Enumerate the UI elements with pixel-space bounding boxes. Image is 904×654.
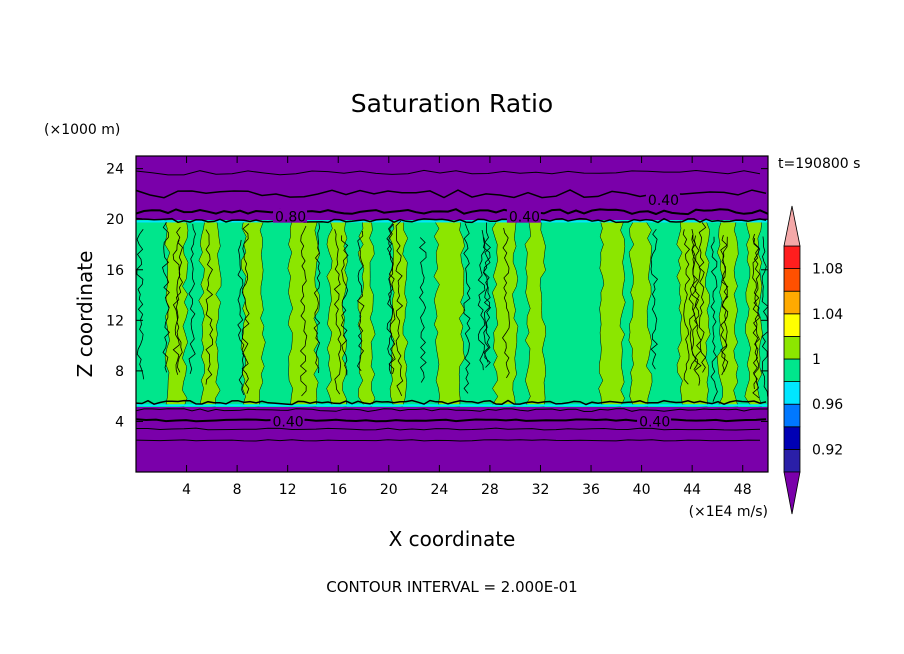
x-tick-label: 44: [683, 482, 701, 498]
contour-strand: [162, 222, 170, 373]
contour-strand: [313, 222, 321, 374]
contour-line: [136, 217, 767, 224]
colorbar-over-arrow: [783, 205, 801, 247]
colorbar-segment: [783, 313, 801, 337]
x-tick-label: 28: [481, 482, 499, 498]
contour-strand: [650, 228, 659, 370]
contour-interval-note: CONTOUR INTERVAL = 2.000E-01: [326, 578, 577, 596]
contour-strand: [482, 222, 491, 368]
y-tick-label: 16: [106, 263, 124, 279]
contour-label: 0.40: [509, 210, 540, 226]
contour-strand: [688, 229, 697, 370]
x-tick-label: 16: [329, 482, 347, 498]
y-axis-label: Z coordinate: [73, 251, 97, 378]
x-tick-label: 48: [734, 482, 752, 498]
contour-strand: [682, 229, 691, 385]
contour-line: [136, 169, 761, 176]
colorbar-under-arrow: [783, 471, 801, 515]
colorbar: 0.92 0.96 1 1.04 1.08: [783, 205, 843, 515]
x-tick-label: 32: [532, 482, 550, 498]
x-tick-label: 20: [380, 482, 398, 498]
contour-label: 0.40: [648, 193, 679, 209]
contour-line: [136, 208, 768, 216]
x-tick-label: 36: [582, 482, 600, 498]
plot-area: [136, 156, 768, 472]
contour-strand: [502, 227, 510, 379]
contour-line: [136, 427, 761, 431]
colorbar-segment: [783, 290, 801, 315]
colorbar-segment: [783, 335, 801, 360]
contour-strand: [172, 239, 181, 375]
x-units: (×1E4 m/s): [689, 504, 768, 520]
contour-strand: [752, 233, 761, 390]
contour-line: [136, 439, 761, 442]
y-units: (×1000 m): [44, 122, 120, 138]
contour-strand: [175, 227, 183, 373]
plot-frame: [135, 155, 769, 473]
time-label: t=190800 s: [778, 156, 860, 172]
y-tick-label: 20: [106, 212, 124, 228]
colorbar-tick-label: 0.96: [812, 397, 843, 413]
contour-strand: [720, 234, 728, 376]
contour-label: 0.80: [275, 210, 306, 226]
colorbar-segment: [783, 381, 801, 405]
contour-strand: [136, 229, 145, 380]
saturation-stripe: [240, 220, 266, 407]
contour-strand: [356, 230, 365, 372]
contour-label: 0.40: [639, 414, 670, 430]
contour-strand: [418, 237, 427, 383]
contour-strand: [752, 237, 760, 399]
contour-strand: [477, 230, 486, 371]
contour-label: 0.40: [273, 414, 304, 430]
y-tick-label: 8: [115, 364, 124, 380]
colorbar-tick-label: 1.08: [812, 262, 843, 278]
contour-strand: [205, 229, 214, 385]
colorbar-tick-label: 1: [812, 352, 821, 368]
x-tick-label: 8: [233, 482, 242, 498]
saturation-stripe: [676, 220, 711, 407]
contour-strand: [241, 223, 250, 394]
contour-strand: [333, 229, 342, 395]
y-tick-label: 4: [115, 414, 124, 430]
band-lower-edge: [136, 404, 768, 407]
y-tick-label: 12: [106, 313, 124, 329]
contour-strand: [463, 223, 471, 394]
x-tick-label: 4: [182, 482, 191, 498]
contour-strand: [691, 234, 699, 371]
colorbar-segment: [783, 358, 801, 383]
colorbar-segment: [783, 448, 801, 473]
colorbar-segment: [783, 426, 801, 450]
contour-strand: [340, 235, 349, 376]
contour-strand: [188, 223, 196, 375]
contour-strand: [395, 220, 404, 397]
x-tick-label: 12: [279, 482, 297, 498]
colorbar-tick-label: 1.04: [812, 307, 843, 323]
colorbar-segment: [783, 245, 801, 270]
colorbar-segment: [783, 268, 801, 292]
x-tick-label: 24: [430, 482, 448, 498]
contour-strand: [388, 223, 396, 375]
y-tick-label: 24: [106, 162, 124, 178]
colorbar-segment: [783, 403, 801, 428]
colorbar-tick-label: 0.92: [812, 442, 843, 458]
contour-strand: [299, 225, 308, 397]
chart-title: Saturation Ratio: [351, 89, 553, 118]
contour-strand: [761, 236, 768, 397]
contour-line: [136, 399, 767, 406]
contour-strand: [694, 235, 702, 386]
contour-strand: [698, 222, 707, 373]
contour-strand: [710, 236, 718, 402]
x-tick-label: 40: [633, 482, 651, 498]
x-axis-label: X coordinate: [389, 527, 516, 551]
contour-line: [136, 408, 768, 413]
saturation-stripe: [598, 220, 626, 407]
